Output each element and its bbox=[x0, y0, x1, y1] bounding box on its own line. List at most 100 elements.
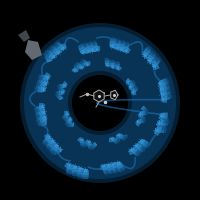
Polygon shape bbox=[123, 46, 129, 50]
Polygon shape bbox=[90, 45, 96, 48]
Polygon shape bbox=[160, 82, 162, 88]
Polygon shape bbox=[87, 139, 90, 143]
Polygon shape bbox=[79, 172, 86, 177]
Polygon shape bbox=[89, 147, 92, 150]
Polygon shape bbox=[57, 51, 60, 55]
Polygon shape bbox=[111, 46, 113, 50]
Polygon shape bbox=[162, 97, 164, 103]
Polygon shape bbox=[132, 85, 135, 90]
Polygon shape bbox=[119, 134, 122, 137]
Polygon shape bbox=[158, 88, 162, 90]
Polygon shape bbox=[152, 61, 159, 66]
Polygon shape bbox=[86, 51, 91, 54]
Polygon shape bbox=[116, 67, 119, 69]
Polygon shape bbox=[44, 117, 48, 119]
Polygon shape bbox=[124, 136, 127, 138]
Polygon shape bbox=[132, 88, 136, 93]
Polygon shape bbox=[105, 165, 111, 168]
Polygon shape bbox=[163, 127, 167, 131]
Polygon shape bbox=[84, 170, 89, 173]
Polygon shape bbox=[128, 149, 134, 153]
Polygon shape bbox=[33, 110, 37, 112]
Polygon shape bbox=[107, 163, 111, 166]
Polygon shape bbox=[140, 119, 141, 123]
Polygon shape bbox=[108, 60, 113, 64]
Polygon shape bbox=[110, 137, 112, 139]
Polygon shape bbox=[165, 88, 170, 95]
Polygon shape bbox=[77, 139, 82, 143]
Polygon shape bbox=[75, 70, 77, 73]
Polygon shape bbox=[54, 142, 58, 148]
Polygon shape bbox=[116, 170, 119, 174]
Polygon shape bbox=[53, 44, 59, 48]
Polygon shape bbox=[51, 54, 57, 58]
Polygon shape bbox=[124, 49, 129, 53]
Polygon shape bbox=[153, 129, 158, 131]
Polygon shape bbox=[63, 115, 67, 119]
Polygon shape bbox=[145, 109, 148, 113]
Polygon shape bbox=[48, 48, 53, 51]
Polygon shape bbox=[43, 81, 46, 87]
Polygon shape bbox=[81, 139, 84, 140]
Polygon shape bbox=[70, 117, 71, 121]
Polygon shape bbox=[81, 170, 87, 175]
Polygon shape bbox=[79, 166, 82, 169]
Polygon shape bbox=[168, 93, 172, 99]
Polygon shape bbox=[163, 84, 167, 90]
Polygon shape bbox=[74, 174, 75, 178]
Polygon shape bbox=[20, 23, 180, 183]
Polygon shape bbox=[133, 81, 135, 83]
Polygon shape bbox=[154, 58, 160, 64]
Polygon shape bbox=[71, 67, 76, 72]
Polygon shape bbox=[130, 86, 131, 90]
Polygon shape bbox=[45, 82, 47, 86]
Polygon shape bbox=[78, 65, 82, 69]
Polygon shape bbox=[105, 164, 111, 166]
Polygon shape bbox=[113, 167, 119, 171]
Polygon shape bbox=[162, 96, 165, 101]
Polygon shape bbox=[37, 81, 39, 86]
Polygon shape bbox=[159, 123, 164, 129]
Polygon shape bbox=[38, 80, 41, 86]
Polygon shape bbox=[117, 41, 123, 46]
Polygon shape bbox=[150, 53, 156, 58]
Polygon shape bbox=[112, 41, 118, 46]
Polygon shape bbox=[161, 90, 165, 96]
Polygon shape bbox=[161, 125, 166, 130]
Polygon shape bbox=[117, 65, 122, 69]
Polygon shape bbox=[63, 47, 65, 51]
Polygon shape bbox=[107, 172, 109, 176]
Polygon shape bbox=[80, 61, 84, 64]
Polygon shape bbox=[136, 144, 142, 150]
Polygon shape bbox=[43, 114, 45, 120]
Polygon shape bbox=[40, 80, 44, 87]
Polygon shape bbox=[160, 120, 163, 126]
Polygon shape bbox=[124, 51, 127, 52]
Polygon shape bbox=[95, 49, 98, 52]
Polygon shape bbox=[156, 57, 161, 59]
Polygon shape bbox=[161, 97, 163, 102]
Polygon shape bbox=[110, 168, 116, 171]
Polygon shape bbox=[81, 45, 86, 47]
Polygon shape bbox=[57, 86, 61, 90]
Polygon shape bbox=[68, 163, 72, 165]
Polygon shape bbox=[72, 172, 78, 175]
Polygon shape bbox=[138, 114, 141, 115]
Polygon shape bbox=[153, 64, 157, 70]
Polygon shape bbox=[152, 66, 155, 68]
Polygon shape bbox=[145, 142, 150, 148]
Polygon shape bbox=[124, 138, 126, 140]
Polygon shape bbox=[149, 58, 154, 64]
Polygon shape bbox=[166, 93, 170, 100]
Polygon shape bbox=[39, 117, 43, 123]
Polygon shape bbox=[88, 144, 92, 145]
Polygon shape bbox=[112, 163, 117, 166]
Polygon shape bbox=[143, 119, 145, 123]
Polygon shape bbox=[84, 141, 89, 145]
Polygon shape bbox=[46, 76, 48, 81]
Polygon shape bbox=[110, 171, 115, 174]
Polygon shape bbox=[136, 121, 138, 123]
Polygon shape bbox=[156, 122, 160, 125]
Polygon shape bbox=[45, 141, 49, 147]
Polygon shape bbox=[54, 144, 59, 149]
